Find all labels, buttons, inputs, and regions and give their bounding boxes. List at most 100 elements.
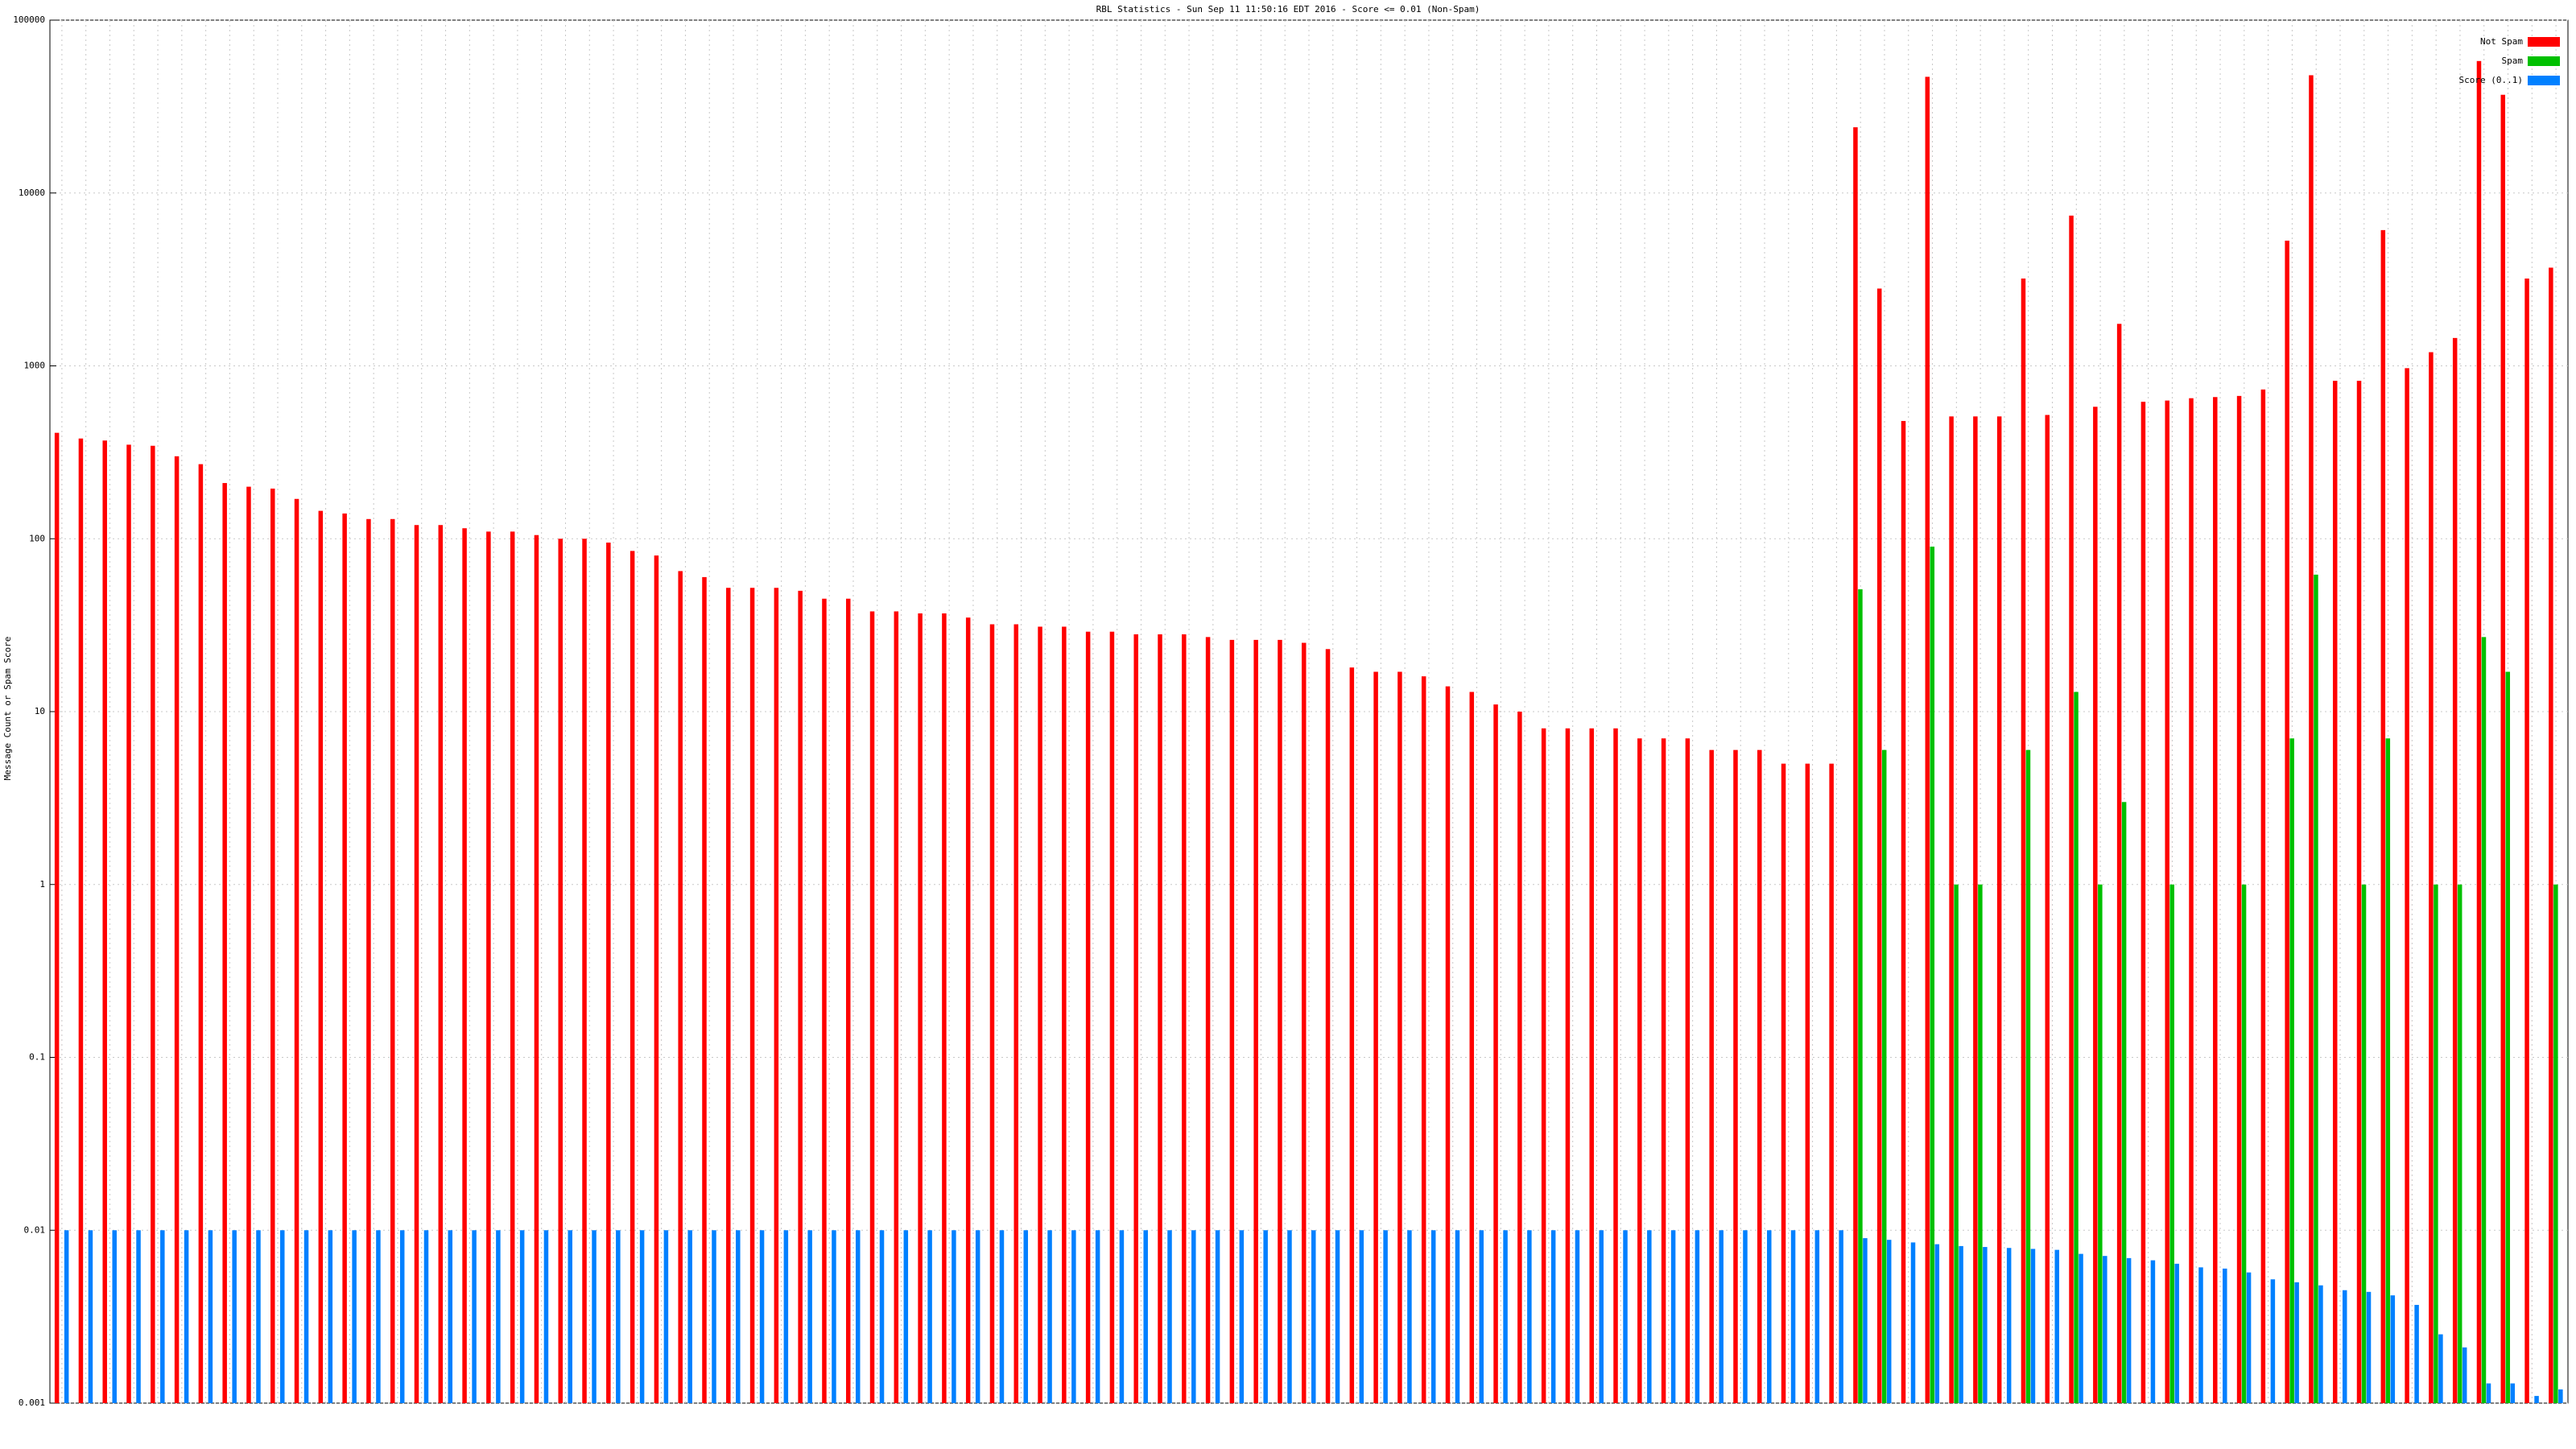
bar	[486, 531, 491, 1404]
bar	[2457, 884, 2462, 1403]
bar	[927, 1230, 932, 1403]
bar	[2524, 279, 2529, 1403]
bar	[543, 1230, 549, 1403]
bar	[136, 1230, 141, 1403]
bar	[2481, 637, 2487, 1403]
bar	[1302, 642, 1307, 1403]
bar	[1853, 127, 1858, 1404]
bar	[2198, 1267, 2203, 1403]
bar	[2174, 1263, 2179, 1403]
bar	[2434, 884, 2438, 1403]
bar	[1373, 671, 1378, 1403]
bar	[1767, 1230, 1772, 1403]
bar	[1930, 547, 1935, 1403]
bar	[88, 1230, 93, 1403]
y-tick-label: 10	[35, 706, 45, 716]
bar	[568, 1230, 572, 1403]
bar	[1881, 749, 1887, 1403]
bar	[2093, 407, 2098, 1403]
bar	[1781, 763, 1786, 1403]
bar	[2103, 1256, 2107, 1403]
bar	[376, 1230, 381, 1403]
bar	[558, 539, 563, 1403]
bar	[2126, 1257, 2132, 1403]
bar	[759, 1230, 765, 1403]
bar	[2260, 389, 2266, 1403]
bar	[726, 588, 731, 1403]
bar	[1858, 589, 1863, 1403]
bar	[654, 555, 659, 1403]
bar	[1407, 1230, 1412, 1403]
bar	[1565, 728, 1571, 1403]
bar	[1038, 626, 1042, 1403]
bar	[822, 598, 827, 1403]
bar	[519, 1230, 525, 1403]
bar	[1589, 728, 1594, 1403]
bar	[2385, 738, 2391, 1403]
bar	[2140, 402, 2146, 1404]
bar	[390, 518, 395, 1403]
bar	[2510, 1383, 2516, 1403]
bar	[2165, 400, 2169, 1404]
bar	[1182, 634, 1187, 1403]
bar	[1886, 1240, 1892, 1403]
bar	[1325, 649, 1331, 1403]
bar	[2294, 1282, 2299, 1403]
bar	[702, 576, 707, 1403]
bar	[1623, 1230, 1628, 1403]
bar	[2270, 1279, 2276, 1403]
bar	[2314, 574, 2318, 1403]
bar	[663, 1230, 669, 1403]
bar	[2116, 324, 2122, 1403]
bar	[246, 486, 251, 1404]
bar	[534, 535, 539, 1403]
bar	[1383, 1230, 1388, 1403]
y-tick-label: 100000	[13, 14, 45, 25]
bar	[2380, 229, 2386, 1404]
bar	[1743, 1230, 1748, 1403]
bar	[1901, 420, 1906, 1404]
bar	[1790, 1230, 1796, 1403]
bar	[975, 1230, 980, 1403]
bar	[989, 624, 995, 1403]
bar	[2236, 395, 2242, 1403]
bar	[1599, 1230, 1604, 1403]
bar	[903, 1230, 909, 1403]
bar	[1335, 1230, 1340, 1403]
bar	[1430, 1230, 1436, 1403]
bar	[2025, 749, 2031, 1403]
bar	[126, 444, 131, 1403]
bar	[1661, 738, 1666, 1403]
bar	[1670, 1230, 1676, 1403]
bar	[414, 525, 419, 1403]
bar	[592, 1230, 597, 1403]
bar	[1983, 1247, 1988, 1403]
bar	[1805, 763, 1810, 1403]
bar	[832, 1230, 836, 1403]
legend-label: Not Spam	[2480, 36, 2523, 47]
bar	[78, 438, 84, 1403]
bar	[2438, 1334, 2443, 1403]
bar	[151, 445, 155, 1403]
bar	[1109, 631, 1115, 1403]
bar	[1215, 1230, 1220, 1403]
bar	[2505, 671, 2511, 1403]
y-tick-label: 1000	[24, 361, 46, 371]
bar	[2213, 397, 2218, 1403]
y-axis-label: Message Count or Spam Score	[2, 637, 13, 781]
bar	[1949, 416, 1954, 1403]
bar	[2006, 1248, 2012, 1403]
bar	[2150, 1260, 2156, 1403]
bar	[2074, 691, 2079, 1403]
bar	[1541, 728, 1546, 1403]
bar	[1479, 1230, 1484, 1403]
bar	[630, 551, 635, 1404]
bar	[879, 1230, 885, 1403]
bar	[807, 1230, 812, 1403]
bar	[2223, 1268, 2227, 1403]
bar	[64, 1230, 69, 1403]
bar	[749, 588, 755, 1403]
bar	[472, 1230, 477, 1403]
bar	[942, 613, 947, 1403]
